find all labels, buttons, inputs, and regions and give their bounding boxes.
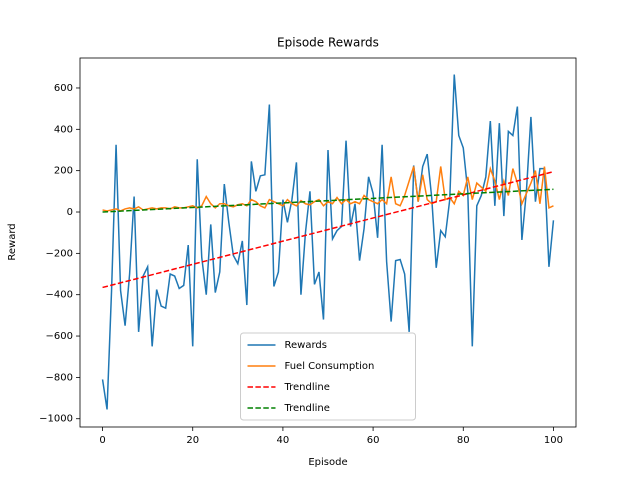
x-tick-label: 40	[277, 435, 290, 446]
series-line	[102, 170, 554, 289]
legend-label: Rewards	[285, 340, 327, 351]
y-tick-label: −600	[46, 331, 73, 342]
y-axis-label: Reward	[7, 223, 18, 260]
x-tick-label: 60	[367, 435, 380, 446]
y-tick-label: 200	[54, 166, 73, 177]
y-tick-label: −200	[46, 248, 73, 259]
y-tick-label: −400	[46, 290, 73, 301]
y-tick-label: 400	[54, 124, 73, 135]
series-line	[101, 74, 555, 410]
y-tick-label: 0	[67, 207, 73, 218]
y-tick-label: −1000	[39, 414, 73, 425]
x-tick-label: 20	[186, 435, 199, 446]
legend-label: Trendline	[284, 382, 330, 393]
legend-label: Trendline	[284, 403, 330, 414]
legend-label: Fuel Consumption	[285, 361, 375, 372]
x-tick-label: 80	[457, 435, 470, 446]
y-tick-label: 600	[54, 83, 73, 94]
legend-box	[240, 332, 416, 421]
chart-title: Episode Rewards	[277, 36, 379, 50]
plot-frame	[79, 57, 577, 428]
series-line	[102, 188, 554, 213]
x-tick-label: 0	[99, 435, 105, 446]
x-axis-label: Episode	[308, 457, 347, 468]
x-tick-label: 100	[544, 435, 563, 446]
y-tick-label: −800	[46, 372, 73, 383]
